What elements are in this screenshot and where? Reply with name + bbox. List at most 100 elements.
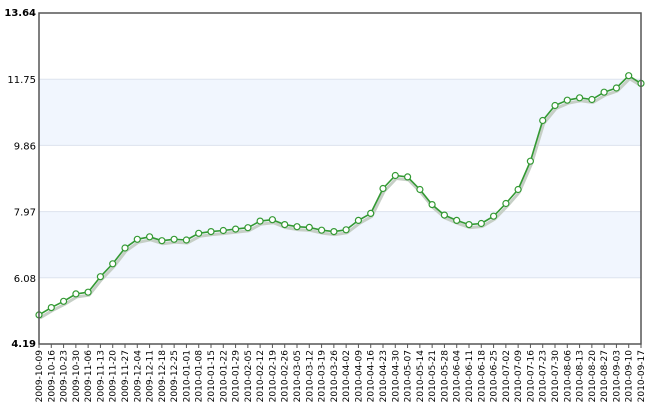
x-tick-label: 2010-07-23: [539, 350, 549, 402]
x-tick-label: 2010-06-04: [453, 350, 463, 403]
y-tick-label: 13.64: [4, 8, 36, 19]
data-point: [428, 201, 436, 209]
data-point: [526, 157, 535, 165]
data-point: [244, 224, 252, 232]
series-shadow: [39, 77, 643, 320]
data-point: [551, 101, 559, 110]
data-point: [305, 223, 313, 231]
data-point: [281, 221, 289, 229]
data-point: [96, 273, 105, 281]
data-point: [404, 173, 412, 181]
data-point: [47, 304, 55, 312]
x-tick-label: 2010-03-05: [293, 350, 303, 402]
data-point: [391, 171, 399, 180]
gridlines: [39, 78, 641, 279]
plot-frame: [38, 12, 642, 345]
data-point: [379, 184, 387, 193]
data-point: [575, 94, 584, 102]
x-tick-label: 2010-01-29: [232, 350, 242, 403]
x-tick-label: 2010-08-06: [563, 350, 573, 403]
x-tick-label: 2010-03-12: [305, 350, 315, 402]
data-point: [121, 244, 129, 252]
x-tick-label: 2010-05-21: [428, 350, 438, 402]
data-point: [539, 116, 547, 125]
x-tick-label: 2009-11-20: [109, 350, 119, 403]
x-tick-label: 2010-01-01: [182, 350, 192, 402]
x-tick-label: 2009-11-27: [121, 350, 131, 402]
x-tick-label: 2010-07-16: [526, 350, 536, 403]
data-point: [600, 88, 608, 96]
y-tick-label: 9.86: [14, 141, 36, 152]
data-point: [477, 219, 485, 228]
x-tick-label: 2010-08-13: [576, 350, 586, 402]
x-tick-label: 2009-11-13: [96, 350, 106, 402]
x-tick-label: 2010-02-26: [281, 350, 291, 403]
data-point: [195, 229, 203, 237]
data-point: [342, 226, 350, 234]
data-point: [59, 297, 68, 305]
x-tick-label: 2010-06-25: [490, 350, 500, 402]
data-point: [170, 235, 178, 243]
data-point: [232, 225, 240, 233]
x-axis: 2009-10-09 2009-10-16 2009-10-23 2009-10-30…: [35, 344, 647, 402]
data-point: [416, 185, 424, 194]
x-tick-label: 2010-05-28: [440, 350, 450, 403]
data-point: [207, 228, 215, 236]
data-point: [182, 236, 190, 244]
x-tick-label: 2010-05-07: [404, 350, 414, 402]
y-tick-label: 7.97: [14, 208, 36, 219]
series-markers: [35, 72, 645, 319]
x-tick-label: 2009-10-09: [35, 350, 45, 403]
x-tick-label: 2010-06-18: [477, 350, 487, 403]
x-tick-label: 2009-12-18: [158, 350, 168, 403]
x-tick-label: 2010-07-02: [502, 350, 512, 402]
x-tick-label: 2010-01-15: [207, 350, 217, 402]
plot-bands: [39, 79, 641, 278]
x-tick-label: 2009-11-06: [84, 350, 94, 403]
x-tick-label: 2010-04-09: [354, 350, 364, 403]
x-tick-label: 2010-08-20: [588, 350, 598, 403]
data-point: [563, 96, 571, 104]
data-point: [367, 209, 375, 217]
data-point: [158, 237, 166, 245]
data-point: [514, 185, 522, 194]
x-tick-label: 2010-04-16: [367, 350, 377, 403]
plot-band: [39, 79, 641, 146]
y-tick-label: 4.19: [11, 339, 36, 350]
data-point: [268, 216, 276, 224]
x-tick-label: 2010-03-19: [318, 350, 328, 403]
data-point: [465, 221, 473, 229]
x-tick-label: 2010-06-11: [465, 350, 475, 402]
data-point: [72, 290, 80, 298]
data-point: [612, 84, 621, 92]
data-point: [588, 95, 596, 104]
x-tick-label: 2010-09-17: [637, 350, 647, 402]
x-tick-label: 2009-12-04: [133, 350, 143, 403]
y-axis: 4.19 6.08 7.97 9.86 11.75 13.64: [4, 8, 36, 350]
x-tick-label: 2010-08-27: [600, 350, 610, 402]
x-tick-label: 2010-05-14: [416, 350, 426, 403]
data-point: [146, 233, 154, 241]
data-point: [354, 216, 362, 224]
data-point: [256, 217, 264, 225]
x-tick-label: 2010-09-03: [612, 350, 622, 402]
x-tick-label: 2009-10-30: [72, 350, 82, 403]
x-tick-label: 2010-01-22: [219, 350, 229, 402]
x-tick-label: 2010-04-23: [379, 350, 389, 402]
y-tick-label: 11.75: [7, 75, 36, 86]
data-point: [440, 211, 448, 219]
data-point: [625, 72, 633, 80]
x-tick-label: 2009-10-23: [60, 350, 70, 402]
data-point: [219, 226, 227, 235]
data-point: [453, 216, 461, 224]
x-tick-label: 2010-02-05: [244, 350, 254, 402]
x-tick-label: 2010-01-08: [195, 350, 205, 403]
x-tick-label: 2010-09-10: [625, 350, 635, 403]
x-tick-label: 2010-04-30: [391, 350, 401, 403]
x-tick-label: 2010-03-26: [330, 350, 340, 403]
x-tick-label: 2009-12-11: [146, 350, 156, 402]
x-tick-label: 2010-02-19: [268, 350, 278, 403]
x-tick-label: 2009-10-16: [47, 350, 57, 403]
plot-band: [39, 211, 641, 278]
